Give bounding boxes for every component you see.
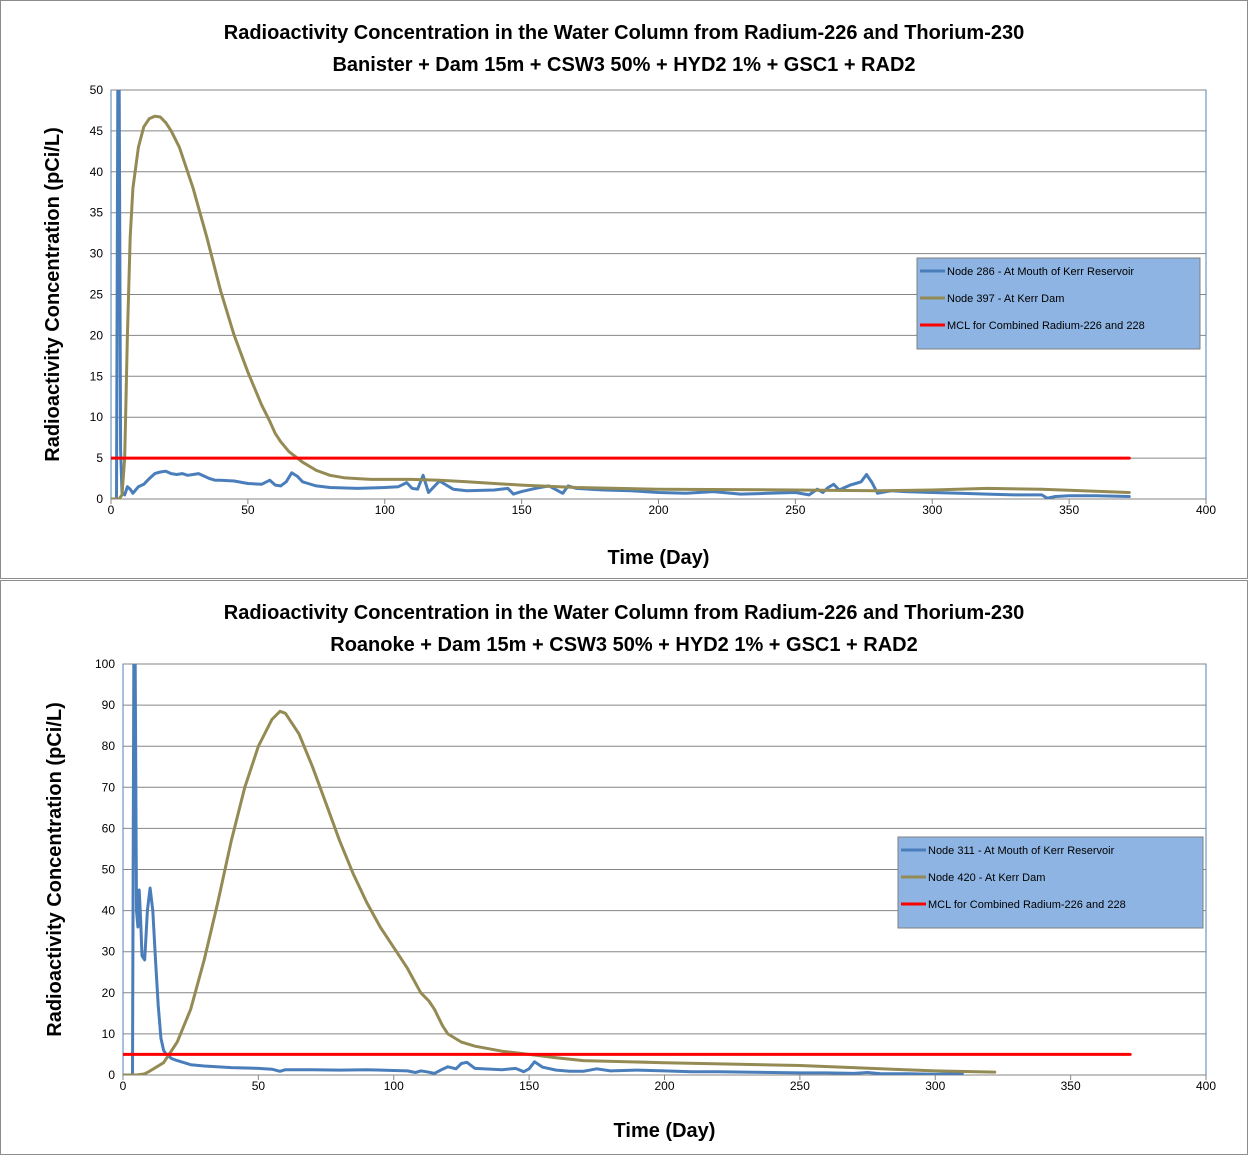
- chart1-x-tick-label: 250: [785, 503, 805, 517]
- chart1-y-tick-label: 5: [96, 451, 103, 465]
- chart2-x-tick-label: 50: [252, 1079, 266, 1093]
- chart2-x-tick-label: 250: [790, 1079, 810, 1093]
- chart2-y-tick-label: 70: [102, 780, 116, 794]
- chart1-x-tick-label: 100: [375, 503, 395, 517]
- chart-roanoke: Radioactivity Concentration in the Water…: [44, 602, 1216, 1142]
- chart1-subtitle: Banister + Dam 15m + CSW3 50% + HYD2 1% …: [332, 54, 915, 76]
- chart2-x-tick-label: 400: [1196, 1079, 1216, 1093]
- chart-panel-banister: Radioactivity Concentration in the Water…: [0, 0, 1248, 579]
- chart1-x-tick-label: 200: [648, 503, 668, 517]
- chart1-x-tick-label: 50: [241, 503, 255, 517]
- chart1-legend: Node 286 - At Mouth of Kerr Reservoir Nod…: [916, 257, 1201, 350]
- chart1-x-tick-label: 350: [1059, 503, 1079, 517]
- chart1-y-tick-label: 40: [90, 165, 104, 179]
- chart2-subtitle: Roanoke + Dam 15m + CSW3 50% + HYD2 1% +…: [330, 634, 917, 656]
- chart1-x-tick-label: 300: [922, 503, 942, 517]
- chart2-legend-entry: Node 420 - At Kerr Dam: [928, 872, 1045, 884]
- chart2-legend-entry: MCL for Combined Radium-226 and 228: [928, 899, 1126, 911]
- chart1-y-tick-label: 20: [90, 328, 104, 342]
- chart2-y-tick-label: 90: [102, 698, 116, 712]
- chart2-x-tick-label: 300: [925, 1079, 945, 1093]
- chart-panel-roanoke: Radioactivity Concentration in the Water…: [0, 580, 1248, 1155]
- chart1-x-axis-title: Time (Day): [608, 547, 710, 569]
- chart2-title: Radioactivity Concentration in the Water…: [224, 602, 1024, 624]
- chart1-y-tick-label: 50: [90, 83, 104, 97]
- chart1-y-tick-label: 25: [90, 288, 104, 302]
- chart2-series-line-1: [123, 664, 964, 1075]
- chart1-y-axis-title: Radioactivity Concentration (pCi/L): [42, 127, 64, 461]
- chart2-x-tick-label: 100: [384, 1079, 404, 1093]
- chart2-y-tick-label: 100: [95, 657, 115, 671]
- chart1-y-tick-label: 35: [90, 206, 104, 220]
- chart2-y-tick-label: 20: [102, 986, 116, 1000]
- chart-banister: Radioactivity Concentration in the Water…: [42, 22, 1216, 569]
- chart2-x-tick-label: 150: [519, 1079, 539, 1093]
- chart1-legend-box: [916, 257, 1201, 350]
- chart1-y-tick-label: 0: [96, 492, 103, 506]
- chart1-y-tick-label: 15: [90, 369, 104, 383]
- chart2-y-tick-label: 50: [102, 863, 116, 877]
- chart2-x-tick-label: 200: [654, 1079, 674, 1093]
- chart1-y-tick-label: 10: [90, 410, 104, 424]
- chart2-y-tick-label: 80: [102, 739, 116, 753]
- chart2-y-tick-label: 40: [102, 904, 116, 918]
- chart2-y-axis-title: Radioactivity Concentration (pCi/L): [44, 702, 66, 1036]
- chart1-y-tick-label: 30: [90, 247, 104, 261]
- chart1-title: Radioactivity Concentration in the Water…: [224, 22, 1024, 44]
- chart2-x-axis-title: Time (Day): [614, 1120, 716, 1142]
- chart2-y-tick-label: 0: [108, 1068, 115, 1082]
- chart2-series-line-2: [123, 709, 997, 1075]
- chart1-x-tick-label: 400: [1196, 503, 1216, 517]
- chart2-legend-entry: Node 311 - At Mouth of Kerr Reservoir: [928, 845, 1115, 857]
- chart2-y-tick-label: 30: [102, 945, 116, 959]
- chart2-y-tick-label: 60: [102, 821, 116, 835]
- chart1-series-line-2: [111, 114, 1131, 499]
- chart1-legend-entry: Node 397 - At Kerr Dam: [947, 293, 1064, 305]
- chart1-x-tick-label: 150: [512, 503, 532, 517]
- chart2-x-tick-label: 350: [1061, 1079, 1081, 1093]
- chart2-legend-box: [897, 836, 1204, 929]
- chart1-y-tick-label: 45: [90, 124, 104, 138]
- chart1-legend-entry: MCL for Combined Radium-226 and 228: [947, 320, 1145, 332]
- chart2-y-tick-label: 10: [102, 1027, 116, 1041]
- chart2-x-tick-label: 0: [120, 1079, 127, 1093]
- chart1-series-line-1: [111, 90, 1131, 499]
- chart1-legend-entry: Node 286 - At Mouth of Kerr Reservoir: [947, 266, 1134, 278]
- chart1-x-tick-label: 0: [108, 503, 115, 517]
- chart2-legend: Node 311 - At Mouth of Kerr Reservoir Nod…: [897, 836, 1204, 929]
